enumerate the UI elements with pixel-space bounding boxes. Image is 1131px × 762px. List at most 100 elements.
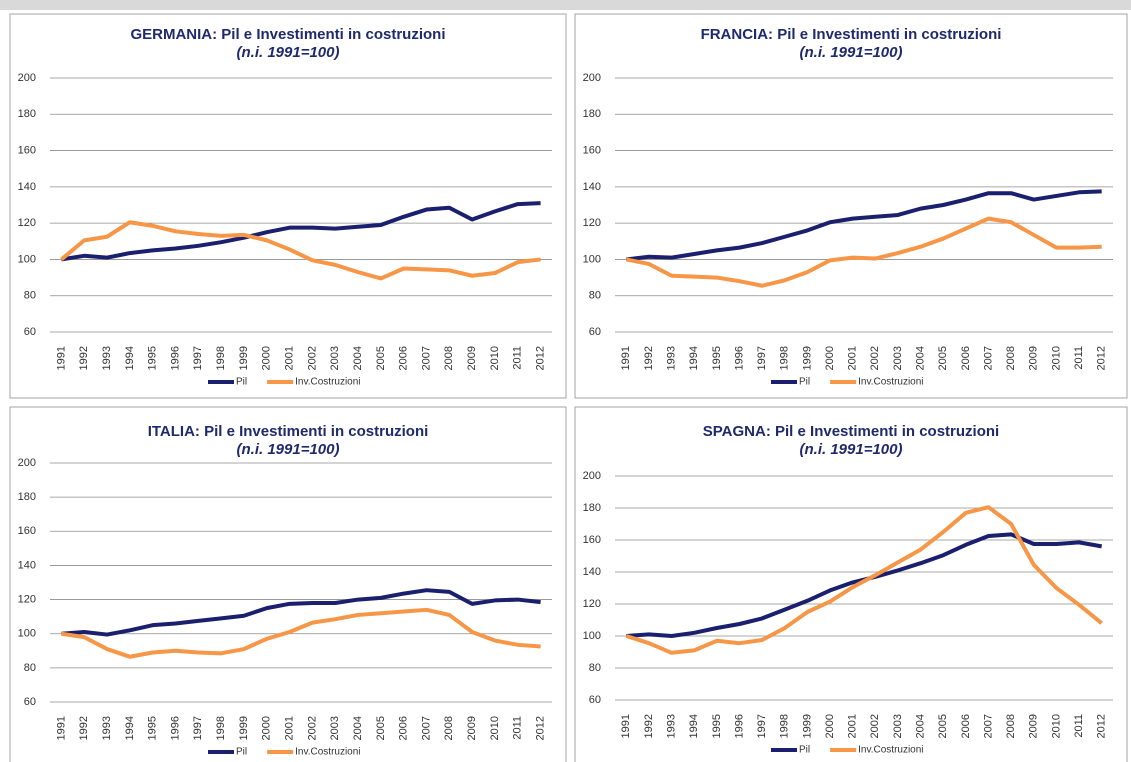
x-tick-label: 1999 [801,346,813,370]
x-tick-label: 1997 [192,346,204,370]
y-tick-label: 80 [24,662,36,674]
x-tick-label: 2010 [489,716,501,740]
x-tick-label: 1994 [688,714,700,738]
x-tick-label: 2008 [443,346,455,370]
legend-label: Pil [236,747,247,758]
y-tick-label: 80 [589,290,601,302]
x-tick-label: 1998 [215,716,227,740]
y-tick-label: 140 [583,181,601,193]
y-tick-label: 120 [18,593,36,605]
x-tick-label: 2000 [824,714,836,738]
x-tick-label: 1993 [101,716,113,740]
x-tick-label: 2011 [512,346,524,370]
y-tick-label: 60 [589,694,601,706]
x-tick-label: 1999 [238,716,250,740]
x-tick-label: 2010 [489,346,501,370]
y-tick-label: 120 [583,217,601,229]
y-tick-label: 200 [18,72,36,84]
y-tick-label: 140 [18,559,36,571]
y-tick-label: 160 [583,144,601,156]
x-tick-label: 1993 [101,346,113,370]
y-tick-label: 100 [583,253,601,265]
x-tick-label: 2003 [892,346,904,370]
y-tick-label: 120 [583,598,601,610]
series-line [626,189,1102,262]
x-tick-label: 2004 [914,714,926,738]
y-tick-label: 180 [18,108,36,120]
x-tick-label: 1995 [147,346,159,370]
series-line [61,588,541,637]
x-tick-label: 1997 [192,716,204,740]
series-line [61,201,541,262]
x-tick-label: 2012 [534,716,546,740]
y-tick-label: 100 [18,628,36,640]
x-tick-label: 1995 [711,714,723,738]
x-tick-label: 1992 [78,716,90,740]
y-tick-label: 80 [589,662,601,674]
y-tick-label: 140 [18,181,36,193]
x-tick-label: 2011 [512,716,524,740]
x-tick-label: 2003 [892,714,904,738]
x-tick-label: 2011 [1073,346,1085,370]
x-tick-label: 2000 [261,716,273,740]
x-tick-label: 2005 [937,346,949,370]
x-tick-label: 2004 [352,716,364,740]
x-tick-label: 1995 [711,346,723,370]
x-tick-label: 1996 [169,716,181,740]
panel [574,13,1128,399]
x-tick-label: 2007 [420,346,432,370]
x-tick-label: 2012 [534,346,546,370]
x-tick-label: 1996 [733,346,745,370]
y-tick-label: 100 [18,253,36,265]
x-tick-label: 2010 [1050,346,1062,370]
y-tick-label: 180 [583,108,601,120]
x-tick-label: 2006 [960,346,972,370]
x-tick-label: 1992 [78,346,90,370]
x-tick-label: 2006 [960,714,972,738]
x-tick-label: 1999 [801,714,813,738]
legend-label: Pil [236,377,247,388]
series-line [61,607,541,659]
x-tick-label: 2002 [306,716,318,740]
x-tick-label: 1995 [147,716,159,740]
x-tick-label: 1991 [55,716,67,740]
x-tick-label: 2002 [306,346,318,370]
x-tick-label: 2008 [443,716,455,740]
y-tick-label: 60 [24,696,36,708]
x-tick-label: 1994 [688,346,700,370]
legend-label: Inv.Costruzioni [858,377,923,388]
x-tick-label: 2005 [375,716,387,740]
x-tick-label: 1998 [779,346,791,370]
x-tick-label: 2008 [1005,346,1017,370]
y-tick-label: 80 [24,290,36,302]
x-tick-label: 1997 [756,714,768,738]
x-tick-label: 2006 [398,346,410,370]
chart-title: ITALIA: Pil e Investimenti in costruzion… [148,423,429,440]
x-tick-label: 2008 [1005,714,1017,738]
x-tick-label: 1991 [620,714,632,738]
chart-title: SPAGNA: Pil e Investimenti in costruzion… [703,423,999,440]
y-tick-label: 100 [583,630,601,642]
legend-label: Inv.Costruzioni [295,747,360,758]
x-tick-label: 2012 [1096,346,1108,370]
x-tick-label: 2002 [869,346,881,370]
x-tick-label: 2004 [352,346,364,370]
chart-title: GERMANIA: Pil e Investimenti in costruzi… [130,26,445,43]
x-tick-label: 2000 [261,346,273,370]
series-line [60,220,541,281]
chart-subtitle: (n.i. 1991=100) [237,441,340,458]
x-tick-label: 2006 [398,716,410,740]
panel [9,406,567,762]
x-tick-label: 2005 [375,346,387,370]
y-tick-label: 160 [18,525,36,537]
x-tick-label: 1991 [55,346,67,370]
y-tick-label: 200 [583,72,601,84]
y-tick-label: 140 [583,566,601,578]
x-tick-label: 2007 [982,346,994,370]
x-tick-label: 2010 [1050,714,1062,738]
x-tick-label: 2007 [420,716,432,740]
x-tick-label: 1998 [779,714,791,738]
x-tick-label: 1999 [238,346,250,370]
y-tick-label: 180 [583,502,601,514]
x-tick-label: 1992 [643,714,655,738]
